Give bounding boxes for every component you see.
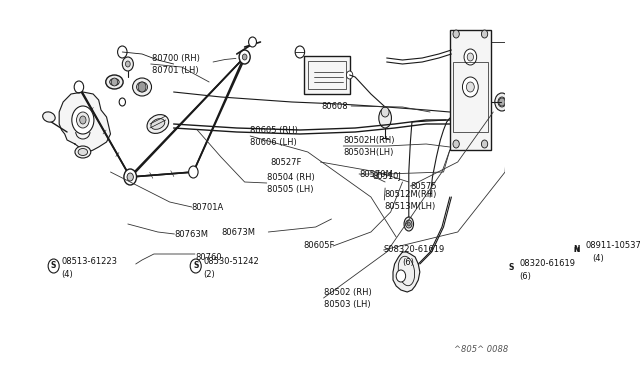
Circle shape xyxy=(77,112,89,128)
Circle shape xyxy=(125,61,130,67)
Circle shape xyxy=(111,78,118,86)
Circle shape xyxy=(507,36,516,48)
Ellipse shape xyxy=(404,217,413,231)
Text: 80527F: 80527F xyxy=(270,157,301,167)
Text: 80608: 80608 xyxy=(321,102,348,110)
Text: 80575: 80575 xyxy=(410,182,437,190)
Text: 80570M: 80570M xyxy=(359,170,393,179)
Circle shape xyxy=(396,270,406,282)
Text: (4): (4) xyxy=(592,253,604,263)
Text: S: S xyxy=(193,262,198,270)
Text: 80700 (RH): 80700 (RH) xyxy=(152,54,200,62)
Text: (6): (6) xyxy=(519,273,531,282)
Text: 80512M(RH): 80512M(RH) xyxy=(385,189,436,199)
Ellipse shape xyxy=(495,93,509,111)
Text: 80605F: 80605F xyxy=(303,241,335,250)
Text: N: N xyxy=(573,247,579,253)
Circle shape xyxy=(463,77,478,97)
Circle shape xyxy=(122,57,133,71)
Circle shape xyxy=(127,173,133,181)
Text: 08513-61223: 08513-61223 xyxy=(61,257,118,266)
Ellipse shape xyxy=(109,78,119,86)
Text: (2): (2) xyxy=(204,270,215,279)
Bar xyxy=(308,61,346,89)
Circle shape xyxy=(80,116,86,124)
Ellipse shape xyxy=(75,146,91,158)
Circle shape xyxy=(407,222,410,226)
Circle shape xyxy=(295,46,305,58)
Text: S: S xyxy=(509,263,514,273)
Circle shape xyxy=(467,53,474,61)
Ellipse shape xyxy=(136,82,148,92)
Text: 80606 (LH): 80606 (LH) xyxy=(250,138,297,147)
Circle shape xyxy=(506,261,517,275)
Circle shape xyxy=(239,50,250,64)
Circle shape xyxy=(248,37,257,47)
Bar xyxy=(304,56,349,94)
Ellipse shape xyxy=(379,108,392,128)
Text: S08320-61619: S08320-61619 xyxy=(383,246,445,254)
Text: (4): (4) xyxy=(61,270,74,279)
Bar xyxy=(453,62,488,132)
Circle shape xyxy=(189,166,198,178)
Text: 80502H(RH): 80502H(RH) xyxy=(343,135,395,144)
Circle shape xyxy=(481,140,488,148)
Polygon shape xyxy=(393,252,420,292)
Ellipse shape xyxy=(106,75,123,89)
Circle shape xyxy=(467,82,474,92)
Circle shape xyxy=(453,140,460,148)
Circle shape xyxy=(74,81,84,93)
Circle shape xyxy=(243,54,247,60)
Ellipse shape xyxy=(43,112,55,122)
Circle shape xyxy=(571,243,582,257)
Text: 80503 (LH): 80503 (LH) xyxy=(324,299,370,308)
Text: 80701 (LH): 80701 (LH) xyxy=(152,65,198,74)
Circle shape xyxy=(48,259,59,273)
Text: 80701A: 80701A xyxy=(192,202,224,212)
Bar xyxy=(450,30,491,150)
Circle shape xyxy=(381,107,389,117)
Text: 80503H(LH): 80503H(LH) xyxy=(343,148,394,157)
Text: S: S xyxy=(51,262,56,270)
Text: 08911-10537: 08911-10537 xyxy=(586,241,640,250)
Circle shape xyxy=(453,30,460,38)
Text: (6): (6) xyxy=(403,257,414,266)
Circle shape xyxy=(124,169,136,185)
Circle shape xyxy=(573,247,579,253)
Circle shape xyxy=(570,242,582,258)
Text: 80510J: 80510J xyxy=(372,171,401,180)
Ellipse shape xyxy=(78,148,88,155)
Text: 08320-61619: 08320-61619 xyxy=(519,260,575,269)
Polygon shape xyxy=(59,92,111,152)
Circle shape xyxy=(499,98,505,106)
Circle shape xyxy=(138,82,146,92)
Circle shape xyxy=(119,98,125,106)
Ellipse shape xyxy=(147,115,169,134)
Text: 80605 (RH): 80605 (RH) xyxy=(250,125,298,135)
Circle shape xyxy=(464,49,477,65)
Text: N: N xyxy=(573,246,579,254)
Text: 08530-51242: 08530-51242 xyxy=(204,257,259,266)
Text: 80513M(LH): 80513M(LH) xyxy=(385,202,436,211)
Ellipse shape xyxy=(498,97,506,107)
Ellipse shape xyxy=(151,119,164,129)
Text: 80504 (RH): 80504 (RH) xyxy=(267,173,314,182)
Circle shape xyxy=(406,220,412,228)
Text: 80505 (LH): 80505 (LH) xyxy=(267,185,313,193)
Circle shape xyxy=(481,30,488,38)
Text: 80763M: 80763M xyxy=(175,230,209,238)
Circle shape xyxy=(190,259,201,273)
Text: 80502 (RH): 80502 (RH) xyxy=(324,288,371,296)
Circle shape xyxy=(118,46,127,58)
Text: 80760: 80760 xyxy=(195,253,221,262)
Ellipse shape xyxy=(132,78,152,96)
Text: ^805^ 0088: ^805^ 0088 xyxy=(454,345,508,354)
Circle shape xyxy=(72,106,94,134)
Text: 80673M: 80673M xyxy=(221,228,255,237)
Circle shape xyxy=(346,71,353,79)
